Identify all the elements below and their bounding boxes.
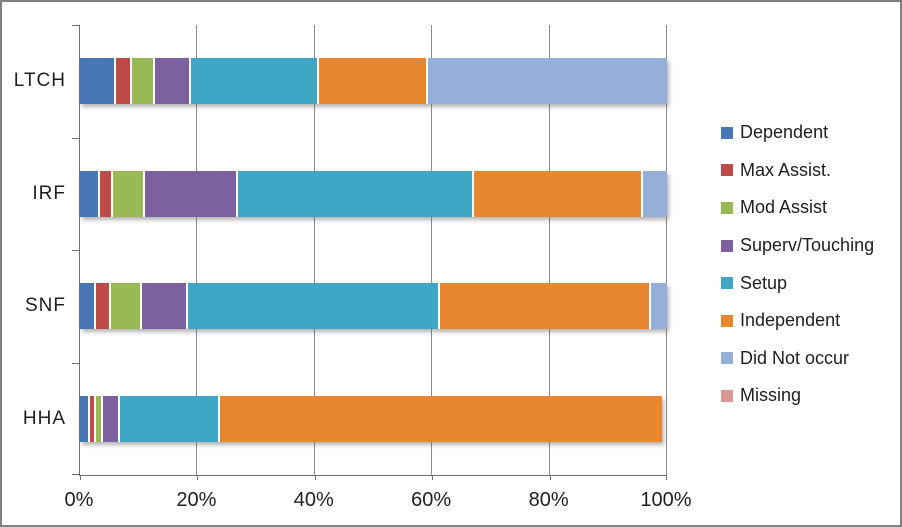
bar-ltch [80,58,667,105]
x-axis-tick [666,475,667,480]
segment-ltch-mod-assist [130,58,153,105]
gridline-100 [666,25,667,475]
segment-irf-independent [472,170,641,217]
segment-irf-dependent [80,170,99,217]
category-label-irf: IRF [32,182,66,204]
legend-swatch-icon [721,277,733,290]
legend-item-setup: Setup [721,264,874,302]
legend-item-max-assist: Max Assist. [721,152,874,190]
legend-swatch-icon [721,201,733,214]
legend-item-mod-assist: Mod Assist [721,189,874,227]
x-axis-tick [549,475,551,480]
legend-item-did-not-occur: Did Not occur [721,340,874,378]
segment-hha-superv-touching [100,395,119,442]
x-tick-label-40: 40% [293,489,334,511]
legend-label: Superv/Touching [740,235,875,256]
category-label-hha: HHA [22,407,66,429]
segment-ltch-dependent [80,58,115,105]
legend-item-superv-touching: Superv/Touching [721,227,874,265]
legend-item-missing: Missing [721,377,874,415]
segment-snf-superv-touching [139,283,187,330]
x-tick-label-20: 20% [176,489,217,511]
gridline-40 [313,25,315,475]
y-axis-tick [72,138,80,139]
segment-ltch-superv-touching [152,58,189,105]
legend-label: Mod Assist [740,197,828,218]
percent-axis-labels: 0% 20% 40% 60% 80% 100% [2,488,900,514]
segment-irf-did-not-occur [640,170,667,217]
category-axis-labels: LTCH IRF SNF HHA [6,25,68,475]
segment-irf-max-assist [98,170,111,217]
segment-hha-dependent [80,395,88,442]
segment-snf-dependent [80,283,95,330]
y-axis-tick [72,250,80,251]
y-axis-tick [72,25,80,26]
legend-swatch-icon [721,389,733,402]
plot-area [72,25,667,480]
x-tick-label-100: 100% [640,489,692,511]
x-axis-tick [197,475,199,480]
legend-item-dependent: Dependent [721,114,874,152]
x-axis-tick [80,475,81,480]
x-axis-tick [432,475,434,480]
segment-ltch-independent [317,58,427,105]
y-axis-tick [72,363,80,364]
legend-swatch-icon [721,352,733,365]
legend-label: Missing [740,385,802,406]
segment-ltch-max-assist [114,58,131,105]
legend-swatch-icon [721,164,733,177]
legend-label: Did Not occur [740,347,850,368]
segment-snf-max-assist [94,283,109,330]
segment-hha-mod-assist [94,395,101,442]
legend-item-independent: Independent [721,302,874,340]
segment-snf-mod-assist [108,283,140,330]
legend-swatch-icon [721,239,733,252]
segment-irf-superv-touching [142,170,236,217]
y-axis-tick [72,474,80,475]
category-label-snf: SNF [25,295,66,317]
x-tick-label-80: 80% [528,489,569,511]
legend-label: Setup [740,272,788,293]
bar-hha [80,395,667,442]
segment-hha-independent [217,395,662,442]
legend-label: Independent [740,310,841,331]
legend-label: Max Assist. [740,159,832,180]
segment-irf-setup [235,170,473,217]
segment-snf-independent [438,283,649,330]
category-label-ltch: LTCH [13,70,66,92]
segment-ltch-setup [188,58,318,105]
gridline-20 [196,25,198,475]
segment-irf-mod-assist [110,170,143,217]
gridline-80 [548,25,550,475]
segment-snf-did-not-occur [648,283,667,330]
x-tick-label-60: 60% [411,489,452,511]
legend-swatch-icon [721,126,733,139]
segment-snf-setup [186,283,439,330]
x-tick-label-0: 0% [64,489,94,511]
legend-label: Dependent [740,122,829,143]
segment-hha-setup [118,395,218,442]
x-axis-tick [314,475,316,480]
bar-snf [80,283,667,330]
segment-hha-max-assist [87,395,95,442]
gridline-60 [431,25,433,475]
legend-swatch-icon [721,314,733,327]
legend: Dependent Max Assist. Mod Assist Superv/Tou… [721,114,874,415]
bar-irf [80,170,667,217]
segment-ltch-did-not-occur [426,58,667,105]
